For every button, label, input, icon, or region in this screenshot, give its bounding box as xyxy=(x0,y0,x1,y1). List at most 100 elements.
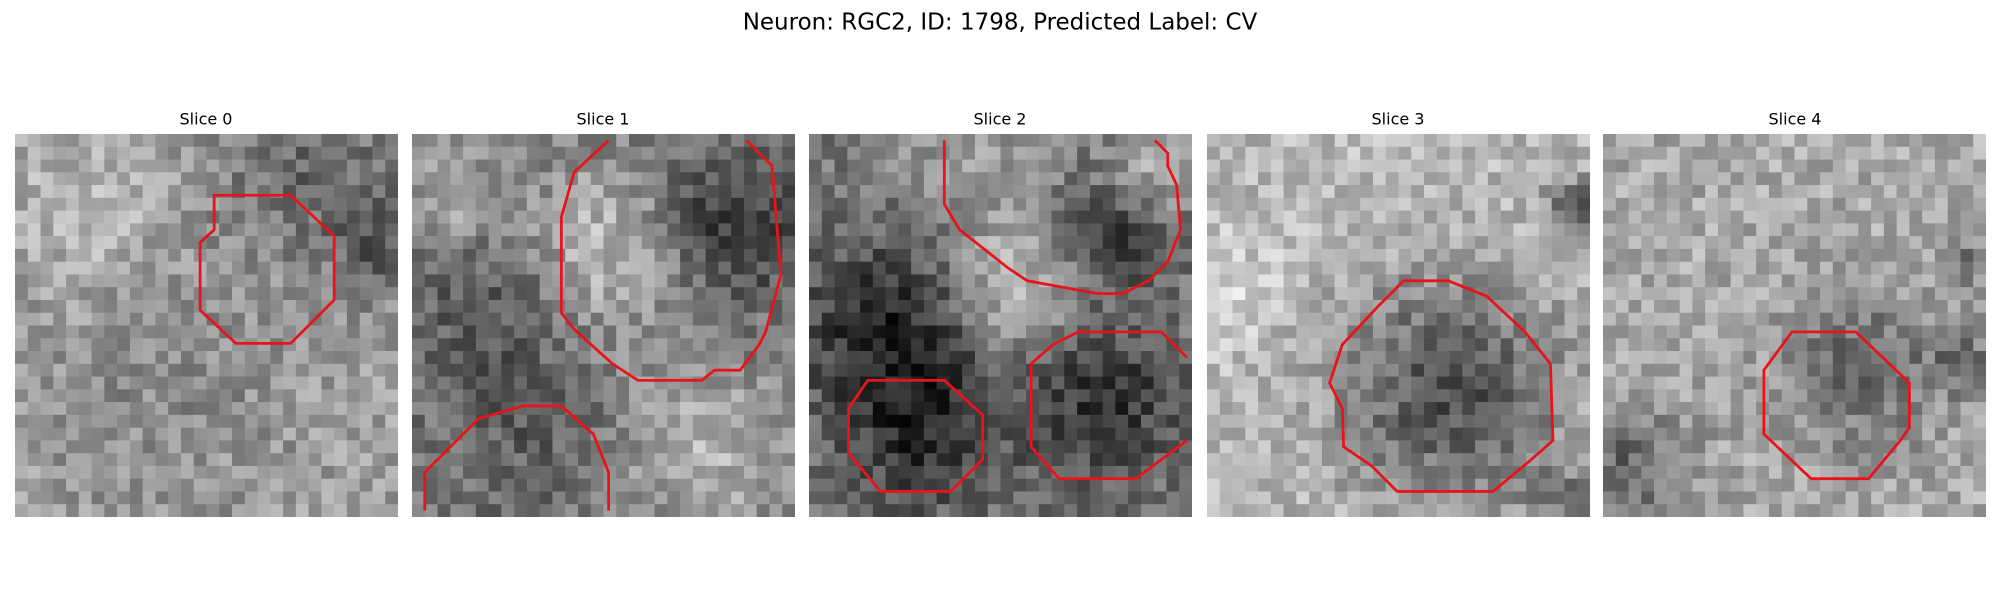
pixel xyxy=(731,146,745,160)
pixel xyxy=(129,414,144,429)
pixel xyxy=(232,159,246,173)
pixel xyxy=(1077,338,1091,352)
pixel xyxy=(731,402,745,416)
pixel xyxy=(1577,236,1590,250)
pixel xyxy=(514,338,528,352)
pixel xyxy=(1947,312,1961,326)
pixel xyxy=(1038,427,1052,441)
pixel xyxy=(66,427,80,441)
pixel xyxy=(308,197,322,211)
pixel xyxy=(193,210,207,224)
pixel xyxy=(257,402,271,416)
pixel xyxy=(911,299,925,314)
pixel xyxy=(1051,312,1065,326)
pixel xyxy=(769,465,783,480)
pixel xyxy=(1768,376,1783,390)
pixel xyxy=(962,172,976,186)
pixel xyxy=(1013,414,1027,429)
pixel xyxy=(821,363,835,377)
pixel xyxy=(424,491,438,505)
pixel xyxy=(974,376,989,390)
pixel xyxy=(1449,376,1463,390)
pixel xyxy=(1564,453,1578,467)
pixel xyxy=(872,248,886,263)
pixel xyxy=(911,427,925,441)
pixel xyxy=(1232,299,1246,314)
pixel xyxy=(488,338,502,352)
pixel xyxy=(974,287,989,301)
pixel xyxy=(987,465,1001,480)
pixel xyxy=(705,274,719,288)
pixel xyxy=(1424,185,1438,199)
pixel xyxy=(821,236,835,250)
pixel xyxy=(1232,478,1246,492)
pixel xyxy=(1705,223,1719,237)
pixel xyxy=(104,159,118,173)
pixel xyxy=(1321,402,1336,416)
pixel xyxy=(1347,338,1361,352)
pixel xyxy=(769,402,783,416)
pixel xyxy=(1258,159,1272,173)
pixel xyxy=(1717,210,1732,224)
pixel xyxy=(1526,465,1540,480)
pixel xyxy=(424,146,438,160)
pixel xyxy=(27,159,41,173)
pixel xyxy=(705,491,719,505)
pixel xyxy=(974,146,989,160)
pixel xyxy=(962,453,976,467)
pixel xyxy=(501,363,515,377)
pixel xyxy=(180,287,195,301)
pixel xyxy=(1603,491,1617,505)
pixel xyxy=(705,223,719,237)
pixel xyxy=(1717,287,1732,301)
pixel xyxy=(206,248,220,263)
pixel xyxy=(1385,453,1399,467)
pixel xyxy=(1296,159,1310,173)
pixel xyxy=(1140,159,1155,173)
pixel xyxy=(1973,504,1986,517)
pixel xyxy=(1245,389,1259,403)
pixel xyxy=(539,363,553,377)
pixel xyxy=(193,376,207,390)
pixel xyxy=(1411,440,1425,454)
pixel xyxy=(1641,172,1655,186)
pixel xyxy=(1513,491,1527,505)
pixel xyxy=(1207,363,1221,377)
pixel xyxy=(1960,312,1974,326)
pixel xyxy=(872,236,886,250)
pixel xyxy=(295,504,310,517)
pixel xyxy=(488,376,502,390)
pixel xyxy=(359,236,373,250)
pixel xyxy=(321,210,335,224)
pixel xyxy=(1424,427,1438,441)
pixel xyxy=(1947,440,1961,454)
pixel xyxy=(616,389,630,403)
pixel xyxy=(1641,312,1655,326)
pixel xyxy=(1051,210,1065,224)
pixel xyxy=(168,504,182,517)
pixel xyxy=(1820,146,1834,160)
pixel xyxy=(987,185,1001,199)
pixel xyxy=(1207,414,1221,429)
pixel xyxy=(1321,453,1336,467)
pixel xyxy=(1564,197,1578,211)
pixel xyxy=(15,274,29,288)
pixel xyxy=(1641,376,1655,390)
pixel xyxy=(1347,134,1361,148)
pixel xyxy=(1424,248,1438,263)
pixel xyxy=(692,440,707,454)
pixel xyxy=(463,478,477,492)
pixel xyxy=(847,236,861,250)
pixel xyxy=(603,325,617,339)
pixel xyxy=(53,351,67,365)
pixel xyxy=(743,363,758,377)
pixel xyxy=(1166,453,1180,467)
pixel xyxy=(1781,376,1795,390)
pixel xyxy=(372,248,386,263)
pixel xyxy=(1334,414,1348,429)
pixel xyxy=(1309,312,1323,326)
pixel xyxy=(565,159,579,173)
pixel xyxy=(206,440,220,454)
pixel xyxy=(1398,440,1412,454)
pixel xyxy=(987,325,1001,339)
